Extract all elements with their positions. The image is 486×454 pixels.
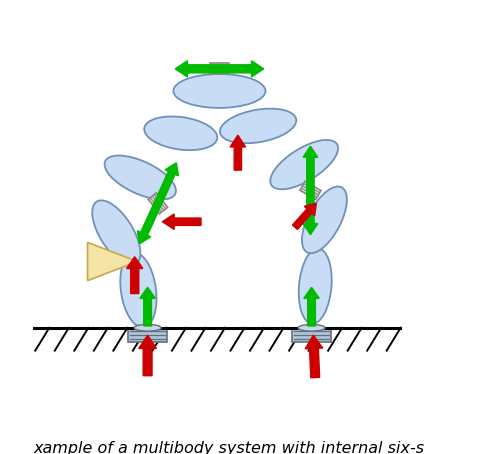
FancyArrow shape: [175, 61, 220, 77]
Ellipse shape: [302, 187, 347, 253]
Bar: [128, 328, 167, 342]
FancyArrow shape: [230, 135, 245, 170]
Text: xample of a multibody system with internal six-s: xample of a multibody system with intern…: [34, 441, 425, 454]
Ellipse shape: [92, 200, 140, 265]
FancyBboxPatch shape: [148, 193, 168, 214]
Ellipse shape: [270, 140, 338, 189]
FancyArrow shape: [304, 287, 319, 326]
Ellipse shape: [134, 325, 161, 331]
FancyArrow shape: [138, 202, 161, 244]
FancyArrow shape: [303, 190, 318, 235]
FancyArrow shape: [305, 335, 323, 378]
Ellipse shape: [298, 325, 325, 331]
FancyArrow shape: [139, 335, 156, 376]
Bar: [292, 328, 331, 342]
FancyBboxPatch shape: [300, 181, 321, 199]
FancyArrow shape: [303, 146, 318, 190]
FancyArrow shape: [162, 214, 201, 229]
FancyArrow shape: [293, 203, 316, 229]
Ellipse shape: [144, 117, 217, 150]
Ellipse shape: [299, 248, 331, 324]
Ellipse shape: [104, 156, 176, 199]
FancyArrow shape: [140, 287, 156, 326]
Ellipse shape: [220, 109, 296, 143]
FancyArrow shape: [155, 163, 178, 205]
FancyArrow shape: [127, 257, 143, 294]
FancyBboxPatch shape: [210, 63, 229, 74]
Ellipse shape: [121, 252, 156, 327]
FancyArrow shape: [220, 61, 263, 77]
Polygon shape: [87, 242, 137, 281]
Ellipse shape: [174, 74, 265, 108]
